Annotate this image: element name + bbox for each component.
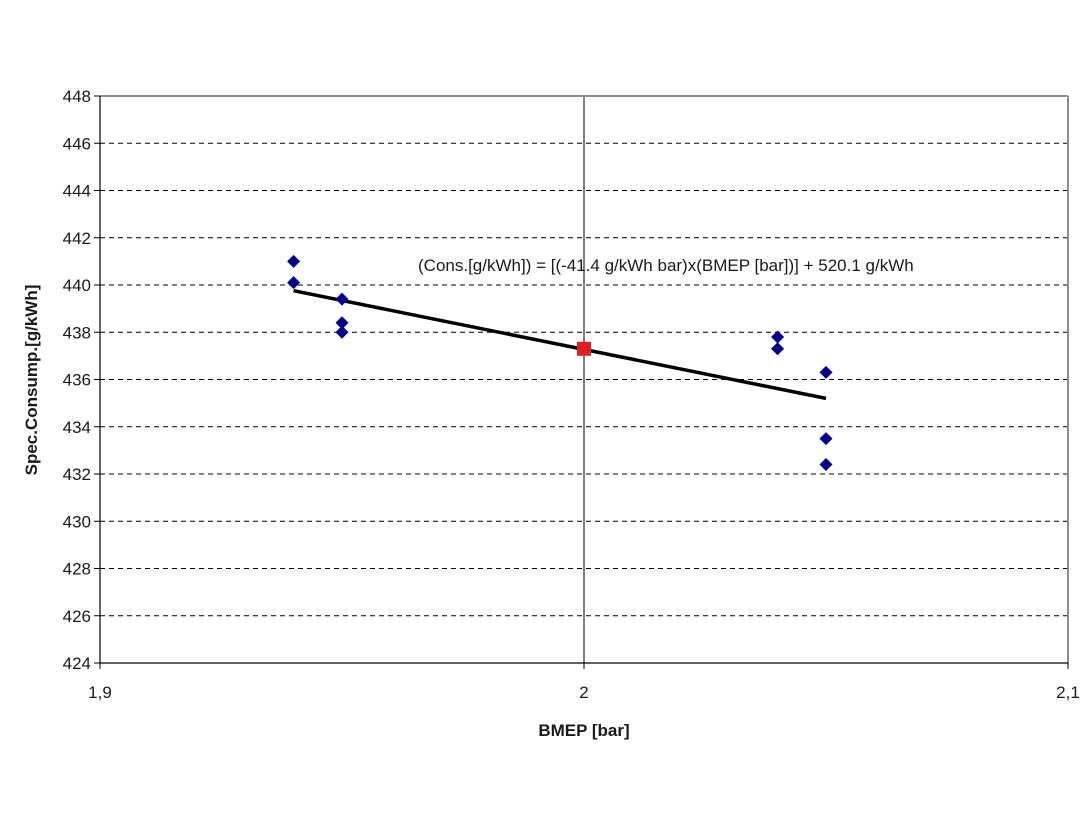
y-axis-title: Spec.Consump.[g/kWh]: [22, 285, 41, 476]
data-points: [287, 254, 833, 472]
diamond-point: [819, 365, 833, 379]
y-tick-label: 426: [63, 607, 91, 626]
y-tick-label: 438: [63, 323, 91, 342]
x-axis-title: BMEP [bar]: [538, 721, 629, 740]
y-tick-label: 428: [63, 560, 91, 579]
grid-lines: [100, 96, 1068, 663]
equation-annotation: (Cons.[g/kWh]) = [(-41.4 g/kWh bar)x(BME…: [418, 256, 914, 275]
y-tick-label: 430: [63, 512, 91, 531]
diamond-point: [335, 292, 349, 306]
y-tick-label: 424: [63, 654, 91, 673]
diamond-point: [771, 330, 785, 344]
trendline-layer: [293, 288, 827, 401]
y-tick-labels: 424 426 428 430 432 434 436 438 440 442 444 446 448: [63, 87, 91, 673]
x-tick-label: 2,1: [1056, 683, 1080, 702]
y-tick-label: 444: [63, 182, 91, 201]
y-tick-label: 442: [63, 229, 91, 248]
y-tick-label: 434: [63, 418, 91, 437]
diamond-point: [819, 432, 833, 446]
axes: [94, 95, 1069, 669]
diamond-point: [287, 254, 301, 268]
diamond-point: [771, 342, 785, 356]
x-tick-label: 2: [579, 683, 588, 702]
y-tick-label: 448: [63, 87, 91, 106]
y-tick-label: 446: [63, 134, 91, 153]
diamond-point: [819, 458, 833, 472]
square-point: [577, 341, 591, 356]
y-tick-label: 436: [63, 371, 91, 390]
y-tick-label: 440: [63, 276, 91, 295]
y-tick-label: 432: [63, 465, 91, 484]
diamond-point: [335, 316, 349, 330]
diamond-point: [287, 276, 301, 290]
x-tick-label: 1,9: [88, 683, 112, 702]
diamond-point: [335, 325, 349, 339]
trendline: [293, 288, 827, 401]
x-tick-labels: 1,9 2 2,1: [88, 683, 1080, 702]
